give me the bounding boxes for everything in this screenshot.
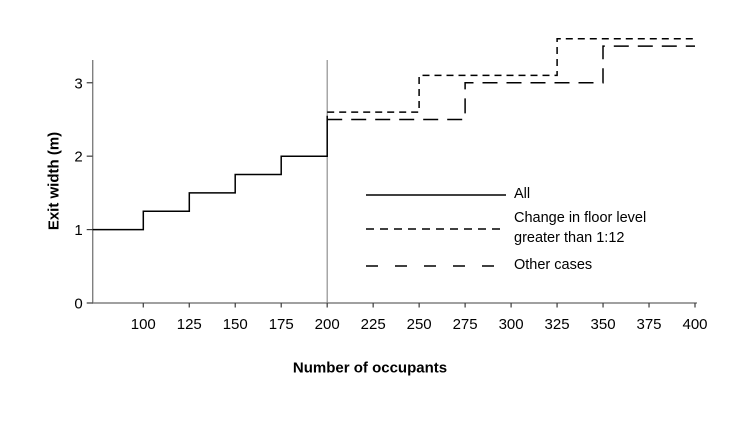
- x-tick-label: 350: [591, 316, 616, 333]
- x-axis-title: Number of occupants: [292, 359, 448, 377]
- x-tick-label: 225: [361, 316, 386, 333]
- series-line-2: [327, 45, 695, 121]
- y-tick-label: 0: [74, 296, 82, 313]
- x-tick-label: 175: [269, 316, 294, 333]
- x-tick-label: 400: [682, 316, 707, 333]
- series-line-1: [327, 37, 695, 113]
- y-tick-label: 2: [74, 149, 82, 166]
- x-tick-label: 375: [637, 316, 662, 333]
- series-line-0: [92, 115, 328, 231]
- x-tick-label: 125: [177, 316, 202, 333]
- x-tick-label: 150: [223, 316, 248, 333]
- y-axis-title: Exit width (m): [45, 131, 63, 231]
- x-tick-label: 300: [499, 316, 524, 333]
- y-tick-label: 3: [74, 75, 82, 92]
- x-tick-label: 200: [315, 316, 340, 333]
- x-tick-label: 325: [545, 316, 570, 333]
- y-tick-label: 1: [74, 222, 82, 239]
- x-tick-label: 100: [131, 316, 156, 333]
- x-tick-label: 250: [407, 316, 432, 333]
- x-tick-label: 275: [453, 316, 478, 333]
